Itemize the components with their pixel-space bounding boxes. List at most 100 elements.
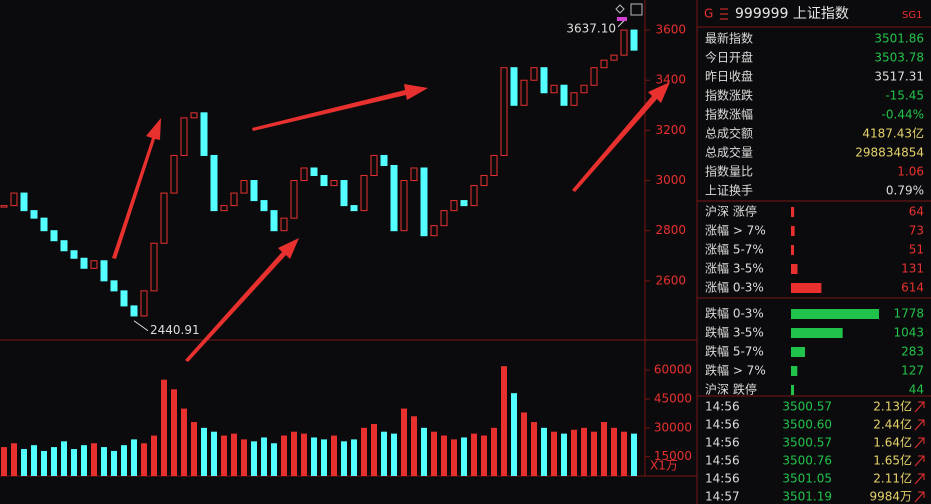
candle [610,54,618,61]
stat-value: -15.45 [885,89,924,103]
market-tag: G [704,7,713,21]
tick-time: 14:56 [705,400,740,414]
volume-bar [461,437,467,476]
breadth-label: 跌幅 3-5% [705,325,764,340]
y-tick-label: 15000 [654,449,692,463]
menu-icon [720,8,728,20]
volume-bar [631,433,637,476]
tick-price: 3500.57 [782,400,832,414]
tick-time: 14:56 [705,418,740,432]
breadth-bar [791,283,822,293]
breadth-bar [791,385,794,395]
volume-bar [201,427,207,476]
candle [590,67,598,86]
candle [190,112,198,119]
volume-bar [441,435,447,476]
stat-label: 指数涨跌 [705,88,753,103]
candle [40,217,48,232]
breadth-label: 涨幅 5-7% [705,242,764,257]
quote-panel: G 999999 上证指数 SG1 最新指数 3501.86 今日开盘 3503.78… [697,6,931,504]
candle [570,92,578,106]
candle [420,167,428,237]
volume-bar [321,439,327,476]
y-tick-label: 3400 [655,73,686,87]
y-tick-label: 3600 [655,23,686,37]
candle [290,180,298,219]
candle [440,210,448,227]
breadth-label: 涨幅 3-5% [705,261,764,276]
volume-bar [521,412,527,476]
candle [50,230,58,242]
volume-bar [271,443,277,476]
candle [370,154,378,177]
volume-bar [311,437,317,476]
volume-bar [391,433,397,476]
candle [320,175,328,187]
candle [380,154,388,166]
tick-arrow [914,491,925,503]
stat-label: 指数量比 [705,164,753,179]
stat-label: 今日开盘 [705,50,753,65]
stat-label: 总成交额 [705,126,753,141]
breadth-count: 51 [909,243,924,257]
candle [430,225,438,237]
volume-bar [91,443,97,476]
volume-bar [581,427,587,476]
volume-bar [301,433,307,476]
volume-bar [481,435,487,476]
breadth-count: 1778 [893,307,924,321]
breadth-bar [791,347,806,357]
candle [280,217,288,232]
candle [580,84,588,94]
candle [400,180,408,232]
breadth-label: 跌幅 5-7% [705,344,764,359]
volume-bar [421,427,427,476]
tick-price: 3500.60 [782,418,832,432]
volume-bar [411,416,417,476]
volume-bar [511,393,517,476]
volume-bar [121,445,127,476]
y-tick-label: 2600 [655,273,686,287]
volume-bar [591,431,597,476]
candle [330,180,338,187]
tick-time: 14:56 [705,472,740,486]
stat-value: 4187.43亿 [862,126,924,141]
annotation-arrows [112,82,670,362]
breadth-count: 131 [901,262,924,276]
candle [360,175,368,212]
volume-bar [491,427,497,476]
candle [390,164,398,232]
breadth-count: 44 [909,383,924,397]
candle [270,210,278,232]
y-tick-label: 60000 [654,363,692,377]
tick-arrow [914,401,925,413]
breadth-count: 127 [901,364,924,378]
breadth-bar [791,264,798,274]
candle [120,290,128,307]
candle [110,280,118,292]
stat-label: 总成交量 [705,145,753,160]
candle [300,167,308,182]
y-tick-label: 30000 [654,420,692,434]
arrow [185,238,299,362]
tick-arrow [914,473,925,485]
tick-time: 14:56 [705,454,740,468]
candle [350,205,358,212]
stat-value: 1.06 [897,165,924,179]
tick-price: 3501.05 [782,472,832,486]
volume-bar [211,431,217,476]
candle [520,79,528,106]
candle [240,180,248,194]
volume-bar [241,439,247,476]
volume-bar [611,427,617,476]
stat-value: -0.44% [882,108,924,122]
volume-bar [371,423,377,476]
breadth-count: 1043 [893,326,924,340]
breadth-label: 跌幅 > 7% [705,363,766,378]
unit-label: X1万 [650,459,678,473]
volume-bar [401,408,407,476]
candle [450,200,458,212]
candle [500,67,508,156]
